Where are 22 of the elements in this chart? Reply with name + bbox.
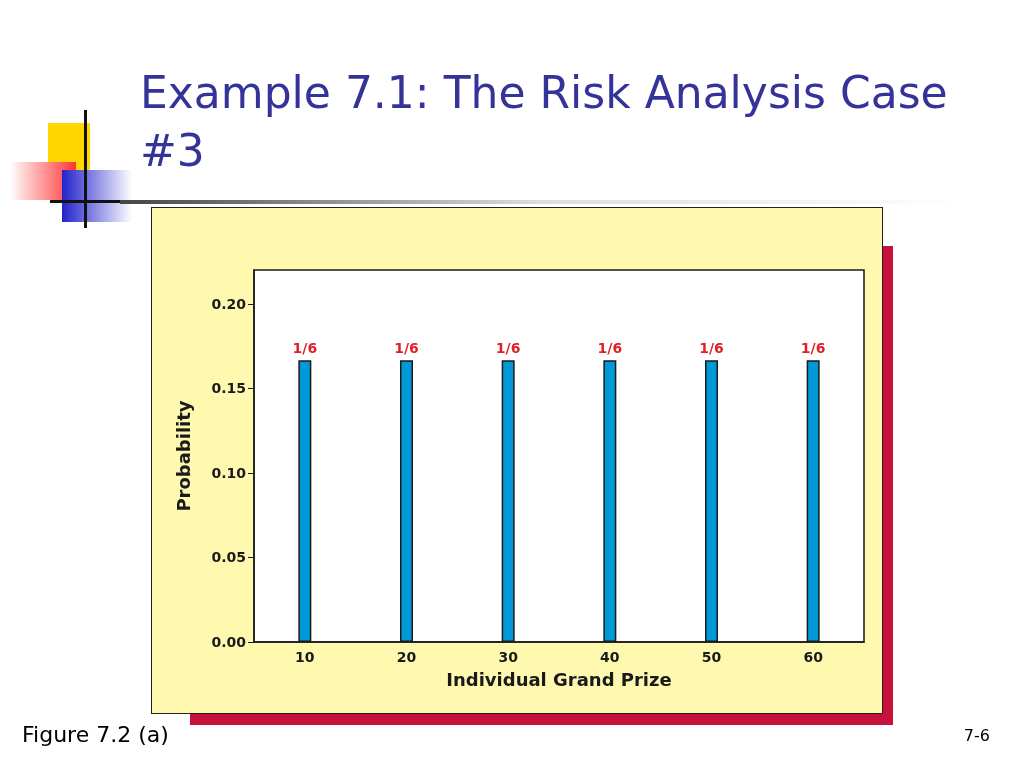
y-tick-label: 0.05 bbox=[211, 549, 246, 566]
x-axis-title: Individual Grand Prize bbox=[446, 668, 672, 690]
data-label: 1/6 bbox=[699, 340, 724, 357]
y-axis-title: Probability bbox=[172, 400, 194, 512]
y-tick-label: 0.15 bbox=[211, 380, 246, 397]
data-label: 1/6 bbox=[394, 340, 419, 357]
x-tick-label: 40 bbox=[600, 649, 620, 665]
data-label: 1/6 bbox=[495, 340, 521, 357]
y-tick-label: 0.20 bbox=[211, 295, 247, 312]
x-tick-label: 50 bbox=[701, 649, 722, 665]
y-tick-label: 0.10 bbox=[211, 464, 247, 481]
caption: Figure 7.2 (a) bbox=[22, 722, 169, 747]
chart-title: Example 7.1: The Risk Analysis Case #3 bbox=[140, 66, 949, 178]
y-tick-label: 0.00 bbox=[211, 634, 247, 650]
data-label: 1/6 bbox=[800, 340, 826, 357]
x-tick-label: 10 bbox=[295, 649, 315, 665]
text: 7-6 bbox=[963, 726, 990, 745]
x-tick-label: 60 bbox=[803, 649, 824, 665]
data-label: 1/6 bbox=[292, 340, 318, 357]
x-tick-label: 20 bbox=[396, 649, 417, 665]
x-tick-label: 30 bbox=[498, 649, 519, 665]
data-label: 1/6 bbox=[597, 340, 623, 357]
